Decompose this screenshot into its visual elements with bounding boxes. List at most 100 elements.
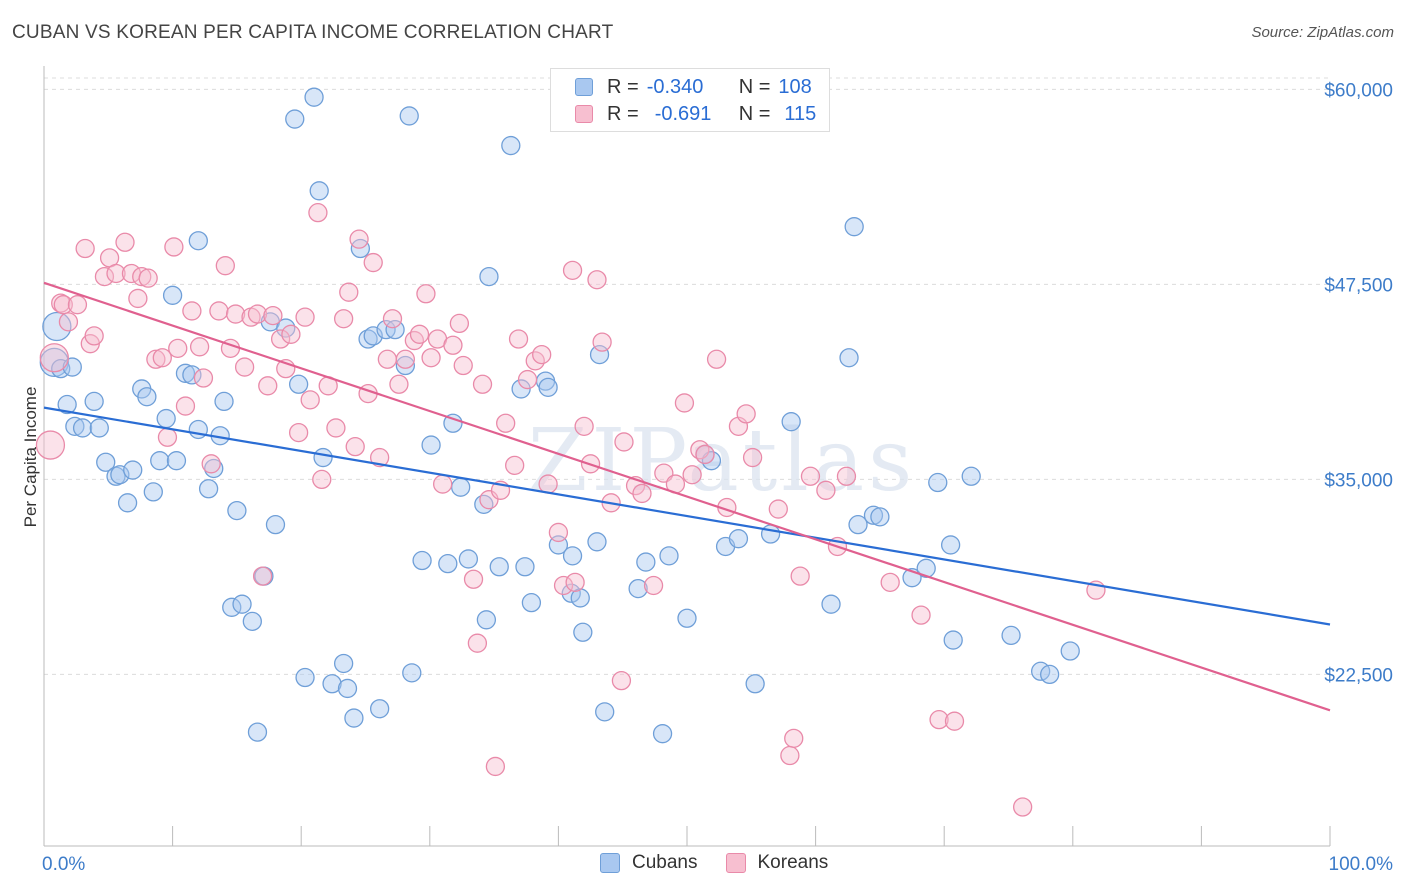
data-point xyxy=(433,474,453,494)
data-point xyxy=(201,454,221,474)
data-point xyxy=(369,447,390,468)
data-point xyxy=(399,106,419,126)
legend-r-label: R = xyxy=(607,75,639,98)
legend-swatch-cubans xyxy=(575,78,593,96)
data-point xyxy=(128,288,148,309)
data-point xyxy=(421,435,441,455)
data-point xyxy=(349,229,369,249)
data-point xyxy=(313,447,333,468)
data-point xyxy=(836,466,857,486)
data-point xyxy=(943,630,963,650)
axes xyxy=(43,66,1331,847)
data-point xyxy=(643,575,664,596)
data-points xyxy=(35,87,1106,817)
data-point xyxy=(358,329,378,349)
legend-n-label: N = xyxy=(738,75,771,98)
legend-r-label: R = xyxy=(607,102,639,125)
data-point xyxy=(561,583,581,603)
data-point xyxy=(265,514,286,535)
data-point xyxy=(848,514,868,535)
data-point xyxy=(242,611,262,632)
data-point xyxy=(458,549,479,569)
data-point xyxy=(339,282,359,302)
bottom-legend-swatch-koreans xyxy=(725,853,746,873)
y-axis-label: Per Capita Income xyxy=(21,387,40,528)
bottom-legend-swatch-cubans xyxy=(600,853,620,873)
data-point xyxy=(760,524,781,544)
data-point xyxy=(553,575,574,596)
data-point xyxy=(304,87,324,107)
data-point xyxy=(115,232,135,252)
data-point xyxy=(880,572,900,593)
data-point xyxy=(75,238,95,259)
data-point xyxy=(501,135,521,156)
data-point xyxy=(227,500,247,521)
data-point xyxy=(395,355,416,376)
data-point xyxy=(438,553,458,574)
data-point xyxy=(363,252,383,273)
data-point xyxy=(463,569,484,589)
data-point xyxy=(150,451,170,471)
data-point xyxy=(614,432,634,452)
data-point xyxy=(416,284,436,304)
data-point xyxy=(421,348,441,368)
data-point xyxy=(209,301,229,321)
trend-line-cubans xyxy=(43,406,1331,626)
data-point xyxy=(784,728,804,749)
data-point xyxy=(337,678,358,699)
y-tick-label: $22,500 xyxy=(1324,665,1393,686)
data-point xyxy=(928,472,948,493)
data-point xyxy=(511,379,531,399)
data-point xyxy=(295,667,315,688)
data-point xyxy=(505,455,525,476)
data-point xyxy=(916,558,936,578)
data-point xyxy=(84,391,104,412)
data-point xyxy=(143,482,163,502)
data-point xyxy=(592,332,612,352)
data-point xyxy=(1060,641,1080,661)
data-point xyxy=(252,566,273,586)
data-point xyxy=(453,355,473,376)
data-point xyxy=(476,610,497,630)
data-point xyxy=(175,363,196,383)
data-point xyxy=(198,479,219,499)
data-point xyxy=(565,572,585,593)
data-point xyxy=(479,266,499,287)
data-point xyxy=(137,387,157,407)
data-point xyxy=(961,466,981,486)
data-point xyxy=(295,307,315,327)
y-tick-label: $47,500 xyxy=(1324,275,1393,296)
data-point xyxy=(285,109,305,129)
data-point xyxy=(628,578,648,599)
data-point xyxy=(308,202,328,223)
data-point xyxy=(162,285,183,305)
data-point xyxy=(377,349,398,369)
data-point xyxy=(940,535,961,555)
data-point xyxy=(263,305,283,326)
y-tick-labels: $22,500 $35,000 $47,500 $60,000 xyxy=(1324,80,1393,686)
data-point xyxy=(589,344,610,365)
legend-r-value: -0.340 xyxy=(646,75,704,98)
data-point xyxy=(106,263,126,284)
data-point xyxy=(587,270,607,290)
data-point xyxy=(562,546,583,566)
data-point xyxy=(682,465,702,485)
trend-line-koreans xyxy=(43,281,1331,712)
data-point xyxy=(652,724,673,744)
data-point xyxy=(449,313,470,334)
data-point xyxy=(138,268,158,288)
legend-row-koreans: R = -0.691 N = 115 xyxy=(575,100,816,128)
data-point xyxy=(117,493,138,513)
data-point xyxy=(39,343,69,373)
data-point xyxy=(472,374,493,394)
y-tick-label: $60,000 xyxy=(1324,80,1393,101)
data-point xyxy=(844,217,864,237)
data-point xyxy=(258,376,278,396)
legend-row-cubans: R = -0.340 N = 108 xyxy=(575,73,812,101)
data-point xyxy=(146,349,166,369)
data-point xyxy=(322,674,342,694)
data-point xyxy=(326,418,346,438)
data-point xyxy=(863,505,884,525)
data-point xyxy=(489,557,509,577)
data-point xyxy=(164,237,184,257)
